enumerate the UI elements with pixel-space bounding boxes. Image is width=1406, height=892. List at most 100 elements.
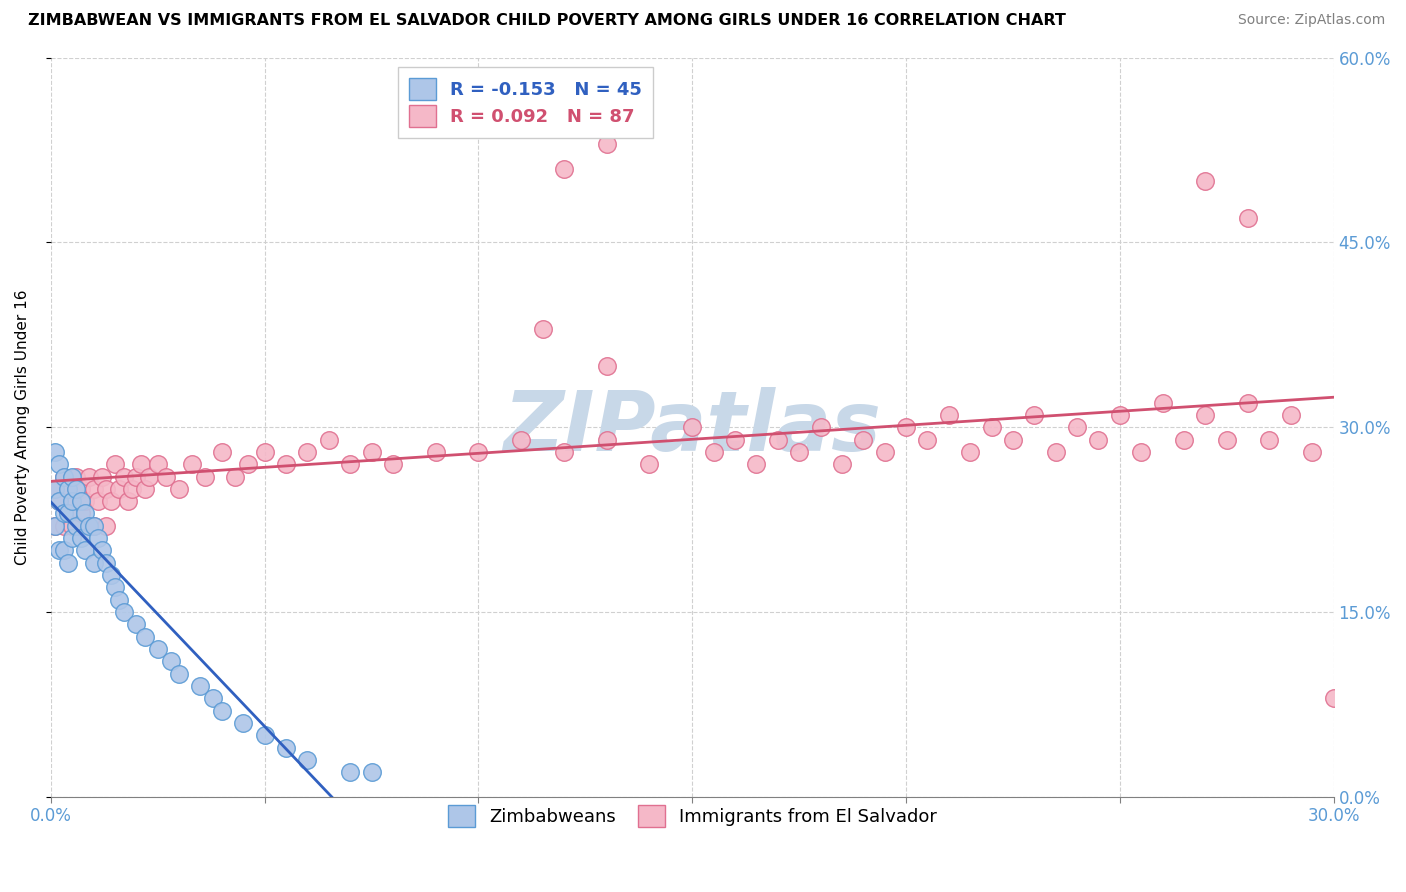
Point — [65, 518, 87, 533]
Point — [297, 753, 319, 767]
Point — [1323, 691, 1346, 706]
Point — [703, 445, 725, 459]
Point — [425, 445, 447, 459]
Point — [52, 469, 75, 483]
Point — [96, 518, 118, 533]
Point — [681, 420, 703, 434]
Point — [1152, 395, 1174, 409]
Point — [938, 408, 960, 422]
Point — [60, 494, 83, 508]
Point — [108, 482, 131, 496]
Point — [146, 642, 169, 657]
Point — [44, 482, 66, 496]
Point — [959, 445, 981, 459]
Point — [73, 543, 96, 558]
Point — [467, 445, 489, 459]
Point — [852, 433, 875, 447]
Point — [1001, 433, 1024, 447]
Point — [724, 433, 747, 447]
Point — [65, 469, 87, 483]
Point — [253, 728, 276, 742]
Text: ZIPatlas: ZIPatlas — [503, 387, 882, 467]
Point — [83, 556, 105, 570]
Y-axis label: Child Poverty Among Girls Under 16: Child Poverty Among Girls Under 16 — [15, 290, 30, 565]
Point — [1130, 445, 1153, 459]
Point — [100, 568, 122, 582]
Point — [73, 507, 96, 521]
Point — [190, 679, 212, 693]
Point — [96, 556, 118, 570]
Point — [810, 420, 832, 434]
Point — [100, 494, 122, 508]
Point — [48, 494, 70, 508]
Point — [339, 765, 361, 780]
Point — [894, 420, 917, 434]
Point — [274, 457, 297, 471]
Point — [1216, 433, 1239, 447]
Point — [48, 457, 70, 471]
Point — [83, 518, 105, 533]
Point — [236, 457, 259, 471]
Point — [766, 433, 789, 447]
Point — [125, 617, 148, 632]
Point — [211, 704, 233, 718]
Point — [65, 482, 87, 496]
Point — [194, 469, 217, 483]
Point — [596, 433, 619, 447]
Point — [360, 765, 382, 780]
Point — [232, 715, 254, 730]
Point — [117, 494, 139, 508]
Point — [596, 359, 619, 373]
Point — [79, 518, 101, 533]
Point — [1279, 408, 1302, 422]
Point — [531, 321, 554, 335]
Point — [83, 518, 105, 533]
Point — [1024, 408, 1046, 422]
Point — [553, 161, 575, 176]
Point — [167, 482, 190, 496]
Text: ZIMBABWEAN VS IMMIGRANTS FROM EL SALVADOR CHILD POVERTY AMONG GIRLS UNDER 16 COR: ZIMBABWEAN VS IMMIGRANTS FROM EL SALVADO… — [28, 13, 1066, 29]
Point — [60, 518, 83, 533]
Point — [318, 433, 340, 447]
Point — [121, 482, 143, 496]
Point — [56, 482, 79, 496]
Point — [202, 691, 225, 706]
Point — [104, 457, 127, 471]
Point — [745, 457, 768, 471]
Point — [69, 494, 91, 508]
Point — [134, 482, 156, 496]
Point — [274, 740, 297, 755]
Point — [104, 580, 127, 594]
Point — [91, 543, 114, 558]
Point — [48, 494, 70, 508]
Point — [44, 518, 66, 533]
Point — [1194, 408, 1216, 422]
Point — [181, 457, 204, 471]
Point — [60, 494, 83, 508]
Point — [87, 531, 110, 545]
Point — [339, 457, 361, 471]
Point — [638, 457, 661, 471]
Point — [52, 507, 75, 521]
Point — [73, 494, 96, 508]
Point — [69, 507, 91, 521]
Point — [56, 507, 79, 521]
Point — [129, 457, 152, 471]
Point — [510, 433, 533, 447]
Point — [381, 457, 404, 471]
Point — [1173, 433, 1195, 447]
Point — [52, 543, 75, 558]
Point — [253, 445, 276, 459]
Point — [873, 445, 896, 459]
Point — [52, 469, 75, 483]
Point — [360, 445, 382, 459]
Point — [108, 592, 131, 607]
Legend: Zimbabweans, Immigrants from El Salvador: Zimbabweans, Immigrants from El Salvador — [439, 796, 946, 836]
Point — [52, 518, 75, 533]
Point — [44, 482, 66, 496]
Point — [155, 469, 177, 483]
Point — [79, 469, 101, 483]
Point — [917, 433, 939, 447]
Point — [138, 469, 160, 483]
Point — [1194, 174, 1216, 188]
